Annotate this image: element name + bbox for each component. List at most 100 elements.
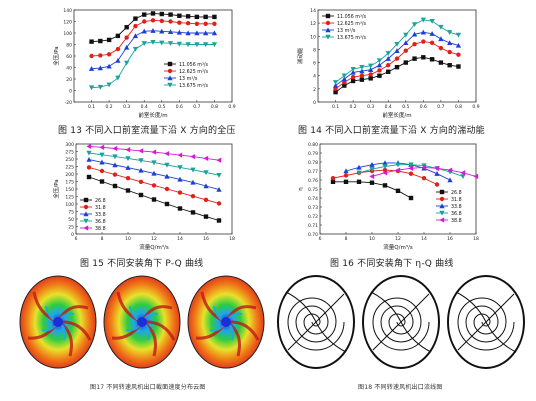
legend: 26.831.833.836.838.8 bbox=[436, 189, 462, 224]
data-point bbox=[177, 176, 183, 182]
data-point bbox=[203, 21, 208, 26]
legend-marker bbox=[325, 27, 331, 33]
data-point bbox=[115, 75, 121, 81]
data-point bbox=[369, 162, 375, 167]
x-tick-label: 0.3 bbox=[367, 104, 374, 110]
data-point bbox=[190, 194, 196, 199]
data-point bbox=[359, 77, 365, 82]
data-point bbox=[203, 42, 209, 48]
data-point bbox=[138, 167, 144, 173]
data-point bbox=[369, 180, 375, 185]
y-tick-label: 50 bbox=[68, 217, 74, 223]
y-tick-label: 225 bbox=[65, 165, 74, 171]
data-point bbox=[132, 46, 139, 52]
data-point bbox=[185, 30, 191, 36]
data-point bbox=[86, 174, 92, 180]
data-point bbox=[377, 68, 382, 73]
data-point bbox=[447, 40, 453, 46]
data-point bbox=[112, 172, 118, 177]
data-point bbox=[395, 162, 401, 168]
data-point bbox=[159, 18, 164, 24]
contour-image-2 bbox=[103, 275, 181, 369]
data-point bbox=[368, 72, 373, 77]
data-point bbox=[216, 173, 222, 178]
data-point bbox=[350, 78, 356, 84]
data-point bbox=[177, 190, 183, 195]
y-tick-label: 60 bbox=[66, 54, 72, 60]
data-point bbox=[106, 82, 112, 88]
data-point bbox=[106, 52, 112, 57]
legend-marker bbox=[83, 225, 89, 231]
data-point bbox=[356, 164, 362, 170]
y-tick-label: 150 bbox=[65, 187, 74, 193]
series-2 bbox=[333, 39, 461, 92]
series-5 bbox=[86, 143, 222, 163]
y-tick-label: 0.80 bbox=[308, 142, 318, 148]
series-4 bbox=[332, 17, 462, 85]
data-point bbox=[216, 201, 222, 206]
data-point bbox=[447, 177, 453, 183]
data-point bbox=[429, 40, 435, 46]
data-point bbox=[420, 29, 426, 35]
data-point bbox=[177, 13, 182, 18]
data-point bbox=[420, 17, 426, 23]
y-tick-label: 14 bbox=[310, 8, 316, 14]
series-5 bbox=[369, 164, 479, 180]
data-point bbox=[333, 89, 338, 95]
caption-fig14: 图 14 不同入口前室流量下沿 X 方向的湍动能 bbox=[298, 126, 485, 136]
y-tick-label: 0.74 bbox=[308, 196, 318, 202]
data-point bbox=[421, 55, 426, 60]
chart-total-pressure-x: -20 0 20 40 60 80 100 120 140 0.1 0.2 0.3 0.4 0.5 0.6 0… bbox=[52, 8, 236, 119]
y-tick-label: 0.77 bbox=[308, 169, 318, 175]
legend-label: 13 m³/s bbox=[179, 76, 198, 82]
caption-fig16: 图 16 不同安装角下 η-Q 曲线 bbox=[330, 259, 454, 269]
legend-label: 36.8 bbox=[451, 211, 462, 217]
data-point bbox=[403, 60, 408, 65]
data-point bbox=[89, 39, 94, 44]
data-point bbox=[350, 66, 356, 72]
data-point bbox=[395, 188, 401, 193]
data-point bbox=[421, 163, 427, 169]
data-point bbox=[429, 18, 435, 24]
legend-marker bbox=[439, 217, 445, 223]
data-point bbox=[447, 63, 452, 68]
data-point bbox=[164, 186, 170, 192]
data-point bbox=[164, 173, 170, 179]
data-point bbox=[176, 29, 182, 35]
y-tick-label: 10 bbox=[310, 34, 316, 40]
y-tick-label: 8 bbox=[313, 47, 316, 53]
data-point bbox=[150, 18, 156, 23]
data-point bbox=[194, 21, 200, 26]
data-point bbox=[212, 14, 217, 20]
data-point bbox=[211, 30, 218, 36]
y-axis-label: 全压/Pa bbox=[52, 46, 60, 65]
x-tick-label: 0.5 bbox=[158, 104, 165, 110]
x-tick-label: 0.7 bbox=[437, 104, 444, 110]
legend-label: 26.8 bbox=[95, 198, 106, 204]
legend-marker bbox=[439, 203, 445, 209]
data-point bbox=[403, 48, 408, 53]
data-point bbox=[332, 82, 339, 88]
data-point bbox=[194, 42, 200, 48]
legend-label: 31.8 bbox=[95, 205, 106, 211]
data-point bbox=[124, 60, 130, 66]
legend-label: 38.8 bbox=[95, 226, 106, 232]
data-point bbox=[216, 157, 222, 163]
data-point bbox=[115, 57, 121, 63]
data-point bbox=[115, 33, 121, 39]
data-point bbox=[185, 21, 191, 26]
caption-fig13: 图 13 不同入口前室流量下沿 X 方向的全压 bbox=[58, 126, 236, 136]
legend-marker bbox=[439, 189, 445, 195]
data-point bbox=[385, 51, 391, 57]
legend-marker bbox=[83, 211, 89, 217]
data-point bbox=[408, 165, 414, 171]
data-point bbox=[455, 42, 462, 48]
data-point bbox=[369, 173, 375, 180]
data-point bbox=[394, 64, 400, 70]
caption-fig17: 图17 不同转速风机出口截面速度分布云图 bbox=[90, 384, 206, 391]
data-point bbox=[159, 40, 165, 46]
data-point bbox=[99, 168, 105, 174]
data-point bbox=[89, 53, 94, 59]
data-point bbox=[159, 28, 165, 34]
x-tick-label: 12 bbox=[395, 236, 401, 242]
